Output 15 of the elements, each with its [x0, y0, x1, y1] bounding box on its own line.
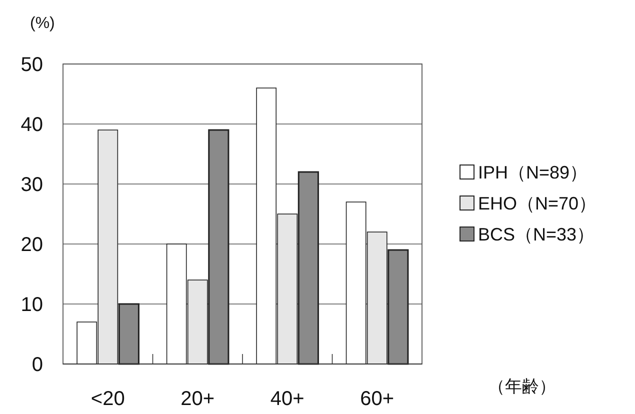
x-tick-label: 40+: [270, 388, 304, 410]
y-tick-label: 0: [32, 354, 43, 376]
y-tick-label: 40: [20, 114, 43, 136]
legend-label: EHO（N=70）: [478, 193, 597, 214]
x-tick-label: 60+: [360, 388, 394, 410]
y-tick-label: 10: [20, 294, 43, 316]
x-axis-title: （年齢）: [488, 377, 556, 396]
x-tick-label: 20+: [180, 388, 215, 410]
x-tick-label: <20: [90, 388, 125, 410]
y-tick-label: 20: [20, 234, 43, 256]
y-tick-label: 30: [20, 174, 43, 196]
y-axis-title: (%): [30, 15, 55, 32]
legend-label: IPH（N=89）: [478, 162, 588, 182]
y-tick-label: 50: [20, 54, 43, 76]
legend-label: BCS（N=33）: [478, 224, 595, 244]
